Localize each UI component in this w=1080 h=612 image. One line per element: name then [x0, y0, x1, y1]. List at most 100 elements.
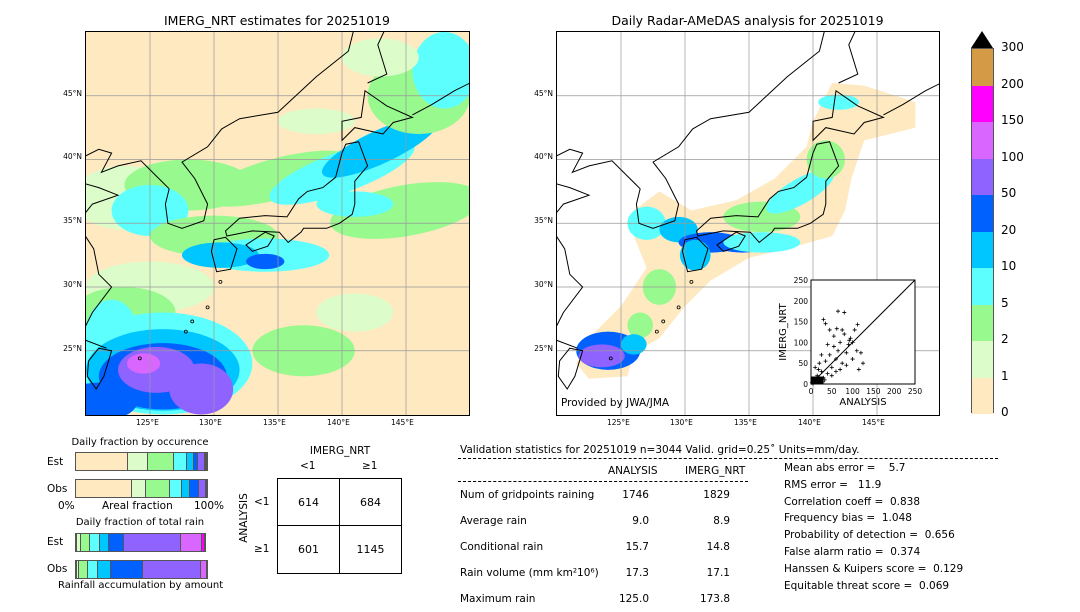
occ-xlabel: Areal fraction — [102, 500, 173, 512]
scatter-point — [823, 321, 828, 326]
fraction-segment — [201, 561, 207, 578]
rain-est-label: Est — [47, 536, 64, 548]
occ-est-label: Est — [47, 456, 64, 468]
fraction-segment — [76, 534, 78, 551]
scatter-point — [825, 342, 830, 347]
scatter-point — [844, 363, 849, 368]
lat-label: 25°N — [63, 344, 82, 353]
lon-label: 125°E — [136, 418, 159, 427]
scatter-point — [813, 365, 818, 370]
colorbar-segment — [972, 195, 993, 232]
fraction-segment — [169, 480, 183, 497]
scatter-point — [829, 373, 834, 378]
scatter-point — [827, 327, 832, 332]
stat-imerg-value: 14.8 — [706, 541, 730, 553]
lat-label: 40°N — [534, 152, 553, 161]
stat-analysis-value: 1746 — [622, 489, 649, 501]
fraction-segment — [88, 561, 99, 578]
colorbar-tick-label: 150 — [1001, 113, 1024, 127]
lat-label: 35°N — [63, 216, 82, 225]
scatter-point — [813, 379, 818, 384]
scatter-point — [816, 367, 821, 372]
scatter-xlabel: ANALYSIS — [839, 397, 886, 408]
stat-label: Rain volume (mm km²10⁶) — [460, 567, 599, 579]
scatter-ytick: 200 — [794, 297, 809, 306]
colorbar-tick-label: 300 — [1001, 40, 1024, 54]
rain-area — [126, 353, 161, 374]
stat-imerg-value: 17.1 — [706, 567, 730, 579]
colorbar-segment — [972, 85, 993, 122]
rain-xlabel: Rainfall accumulation by amount — [58, 580, 224, 591]
scatter-inset: 00 50 50 100 100 150 150 200 200 250 250 ANALYSIS IM… — [778, 276, 922, 408]
scatter-point — [831, 344, 836, 349]
scatter-point — [838, 367, 843, 372]
fraction-segment — [76, 453, 128, 470]
lat-label: 40°N — [63, 152, 82, 161]
scatter-point — [817, 361, 822, 366]
scatter-xtick: 100 — [845, 387, 860, 396]
fraction-segment — [76, 561, 77, 578]
fraction-segment — [199, 480, 206, 497]
coastline-kyushu — [210, 236, 238, 273]
fraction-segment — [123, 534, 181, 551]
stats-col-divider — [458, 481, 748, 482]
fraction-segment — [180, 534, 203, 551]
scatter-point — [833, 369, 838, 374]
colorbar-extend-arrow — [971, 31, 993, 48]
colorbar-tick-label: 2 — [1001, 332, 1009, 346]
fraction-segment — [98, 561, 111, 578]
scatter-point — [831, 334, 836, 339]
fraction-segment — [204, 453, 207, 470]
colorbar-segment — [972, 377, 993, 414]
island — [676, 305, 681, 310]
right-map-title: Daily Radar-AMeDAS analysis for 20251019 — [611, 13, 884, 28]
fraction-segment — [193, 453, 199, 470]
score-line: Correlation coeff = 0.838 — [784, 495, 920, 508]
colorbar-tick-label: 200 — [1001, 76, 1024, 91]
scatter-point — [833, 357, 838, 362]
scatter-ylabel: IMERG_NRT — [778, 302, 789, 360]
score-line: Frequency bias = 1.048 — [784, 512, 912, 525]
occ-xtick-right: 100% — [194, 500, 225, 512]
rain-area — [621, 334, 647, 355]
coastline-hokkaido — [812, 89, 885, 142]
coastline-korea — [164, 32, 354, 229]
data-credit: Provided by JWA/JMA — [561, 397, 670, 409]
scatter-ytick: 0 — [803, 380, 808, 389]
stats-divider — [458, 458, 998, 459]
fraction-segment — [198, 453, 205, 470]
fraction-segment — [76, 480, 132, 497]
occ-obs-label: Obs — [47, 483, 68, 495]
occurrence-est-bar — [75, 452, 208, 471]
scatter-point — [858, 350, 863, 355]
rain-area — [316, 293, 394, 332]
total-rain-obs-bar — [75, 560, 208, 579]
fraction-segment — [110, 561, 143, 578]
colorbar-segment — [972, 122, 993, 159]
coastline-taiwan — [557, 347, 584, 390]
lon-label: 135°E — [263, 418, 286, 427]
scatter-point — [838, 340, 843, 345]
scatter-point — [856, 367, 861, 372]
lon-label: 130°E — [199, 418, 222, 427]
scatter-ytick: 100 — [794, 338, 809, 347]
coastline-honshu — [695, 141, 840, 244]
lat-label: 45°N — [534, 89, 553, 98]
stat-imerg-value: 1829 — [703, 489, 730, 501]
stat-label: Average rain — [460, 515, 527, 527]
coastline-china — [86, 148, 170, 349]
scatter-point — [842, 310, 847, 315]
ct-row-label-0: <1 — [254, 496, 270, 508]
fraction-segment — [205, 480, 207, 497]
total-rain-title: Daily fraction of total rain — [75, 517, 205, 528]
score-line: RMS error = 11.9 — [784, 478, 882, 491]
rain-area — [169, 363, 234, 415]
fraction-segment — [77, 561, 80, 578]
colorbar-segment — [972, 341, 993, 378]
island — [661, 319, 666, 324]
lon-label: 130°E — [670, 418, 693, 427]
score-line: Mean abs error = 5.7 — [784, 462, 906, 474]
occurrence-title: Daily fraction by occurence — [71, 437, 209, 448]
imerg-map — [85, 31, 470, 416]
coastline-kuril — [412, 82, 469, 116]
